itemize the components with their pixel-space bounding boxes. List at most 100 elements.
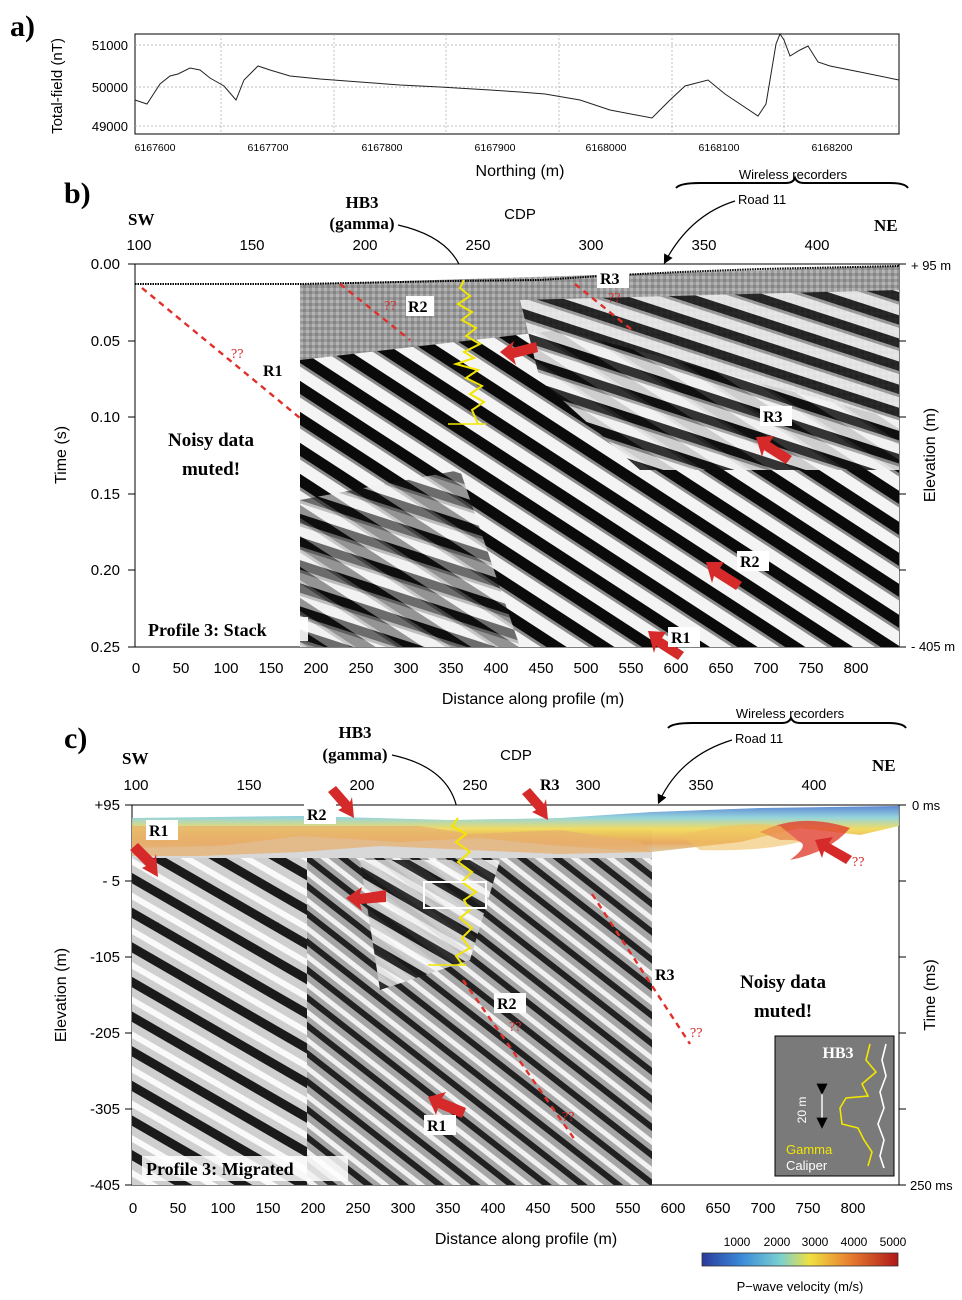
panel-c-elev-ticks: +95 - 5 -105 -205 -305 -405	[90, 797, 120, 1194]
panel-c-noisy1: Noisy data	[740, 972, 827, 993]
distance-tick: 50	[170, 1200, 187, 1217]
panel-c-r2: R2	[307, 807, 327, 824]
panel-c-wireless-bracket	[667, 715, 907, 729]
x-tick: 6167900	[475, 142, 516, 154]
panel-b-wireless: Wireless recorders	[739, 167, 848, 182]
panel-c-annotations: R1 R2 R3 R2 ?? R3 ?? ?? ?? R1 Noisy data…	[142, 777, 864, 1181]
distance-tick: 300	[393, 660, 418, 677]
cdp-tick: 400	[804, 237, 829, 254]
panel-c-r3-lower: R3	[655, 967, 675, 984]
x-tick: 6168200	[812, 142, 853, 154]
panel-c-r2-lower: R2	[497, 996, 517, 1013]
panel-b-r1-bottom: R1	[671, 630, 691, 647]
elev-tick: -205	[90, 1025, 120, 1042]
distance-tick: 500	[570, 1200, 595, 1217]
panel-b-seismic-section	[300, 266, 899, 647]
distance-tick: 750	[798, 660, 823, 677]
colorbar-tick: 1000	[724, 1235, 751, 1249]
panel-c-wireless: Wireless recorders	[736, 706, 845, 721]
panel-b-sw: SW	[128, 210, 154, 229]
inset-title: HB3	[822, 1045, 853, 1062]
cdp-tick: 350	[688, 777, 713, 794]
distance-tick: 150	[255, 1200, 280, 1217]
panel-a-ylabel: Total-field (nT)	[49, 38, 66, 134]
panel-c-ne: NE	[872, 756, 896, 775]
cdp-tick: 200	[352, 237, 377, 254]
panel-b-r2: R2	[408, 299, 428, 316]
panel-b-hb3: HB3	[345, 193, 378, 212]
panel-c-label: c)	[64, 722, 87, 755]
distance-tick: 650	[705, 1200, 730, 1217]
cdp-tick: 350	[691, 237, 716, 254]
distance-tick: 300	[390, 1200, 415, 1217]
cdp-tick: 400	[801, 777, 826, 794]
elev-tick: -305	[90, 1101, 120, 1118]
distance-tick: 350	[438, 660, 463, 677]
panel-b-red-arrows	[500, 341, 792, 660]
colorbar-tick: 2000	[764, 1235, 791, 1249]
panel-b-label: b)	[64, 177, 91, 210]
x-tick: 6168000	[586, 142, 627, 154]
cdp-tick: 250	[462, 777, 487, 794]
distance-tick: 50	[173, 660, 190, 677]
panel-b-profile: Profile 3: Stack	[148, 620, 267, 640]
panel-b-annotations: Noisy data muted! R1 R2 R3 R3 R2 R1 ?? ?…	[144, 268, 792, 647]
cdp-tick: 100	[126, 237, 151, 254]
distance-tick: 400	[480, 1200, 505, 1217]
distance-tick: 450	[528, 660, 553, 677]
panel-c-time-label: Time (ms)	[922, 959, 939, 1030]
x-tick: 6167700	[248, 142, 289, 154]
distance-tick: 550	[615, 1200, 640, 1217]
panel-b-cdp-label: CDP	[504, 206, 536, 223]
panel-b-r3: R3	[600, 271, 620, 288]
cdp-tick: 300	[575, 777, 600, 794]
distance-tick: 200	[303, 660, 328, 677]
elev-tick: +95	[95, 797, 120, 814]
panel-c-r1: R1	[149, 823, 169, 840]
panel-c-time-top: 0 ms	[912, 798, 941, 813]
panel-b-distance-label: Distance along profile (m)	[442, 691, 624, 708]
panel-b-qq3: ??	[608, 291, 620, 306]
cdp-tick: 150	[239, 237, 264, 254]
panel-c-qq-ne: ??	[852, 855, 864, 870]
panel-b-gamma-log	[452, 279, 486, 425]
inset-caliper-log	[877, 1043, 887, 1169]
distance-tick: 750	[795, 1200, 820, 1217]
panel-c-r1-lower: R1	[427, 1118, 447, 1135]
y-tick: 51000	[92, 38, 128, 53]
distance-tick: 150	[258, 660, 283, 677]
panel-b-elev-bottom: - 405 m	[911, 639, 955, 654]
panel-b-elev-top: + 95 m	[911, 258, 951, 273]
distance-tick: 0	[132, 660, 140, 677]
panel-c-cdp-ticks: 100 150 200 250 300 350 400	[123, 777, 826, 794]
panel-c-qq-deep: ??	[562, 1110, 574, 1125]
distance-tick: 100	[213, 660, 238, 677]
colorbar-label: P−wave velocity (m/s)	[737, 1279, 864, 1294]
panel-b-cdp-ticks: 100 150 200 250 300 350 400	[126, 237, 829, 254]
panel-b-elev-label: Elevation (m)	[922, 408, 939, 502]
distance-tick: 550	[618, 660, 643, 677]
panel-b-qq1: ??	[231, 347, 243, 362]
inset-scale: 20 m	[795, 1097, 809, 1124]
panel-c-seismic-section	[132, 830, 652, 1185]
elev-tick: - 5	[102, 873, 120, 890]
panel-c-qq-r2: ??	[509, 1020, 521, 1035]
panel-c-dashed-reflectors	[462, 893, 692, 1141]
distance-tick: 450	[525, 1200, 550, 1217]
panel-b-time-ticks: 0.00 0.05 0.10 0.15 0.20 0.25	[91, 256, 120, 656]
x-tick: 6168100	[699, 142, 740, 154]
y-tick: 50000	[92, 80, 128, 95]
colorbar-tick: 3000	[802, 1235, 829, 1249]
distance-tick: 0	[129, 1200, 137, 1217]
panel-b-noisy2: muted!	[182, 459, 240, 480]
panel-c-hb3-inset: HB3 20 m Gamma Caliper	[774, 1035, 895, 1177]
panel-c-distance-ticks: 0 50 100 150 200 250 300 350 400 450 500…	[129, 1200, 866, 1217]
panel-c-sw: SW	[122, 749, 148, 768]
distance-tick: 700	[750, 1200, 775, 1217]
panel-a-gridlines	[135, 34, 899, 134]
distance-tick: 100	[210, 1200, 235, 1217]
panel-c-hb3-gamma: (gamma)	[322, 745, 387, 764]
panel-c-r3: R3	[540, 777, 560, 794]
panel-c-cdp-label: CDP	[500, 747, 532, 764]
